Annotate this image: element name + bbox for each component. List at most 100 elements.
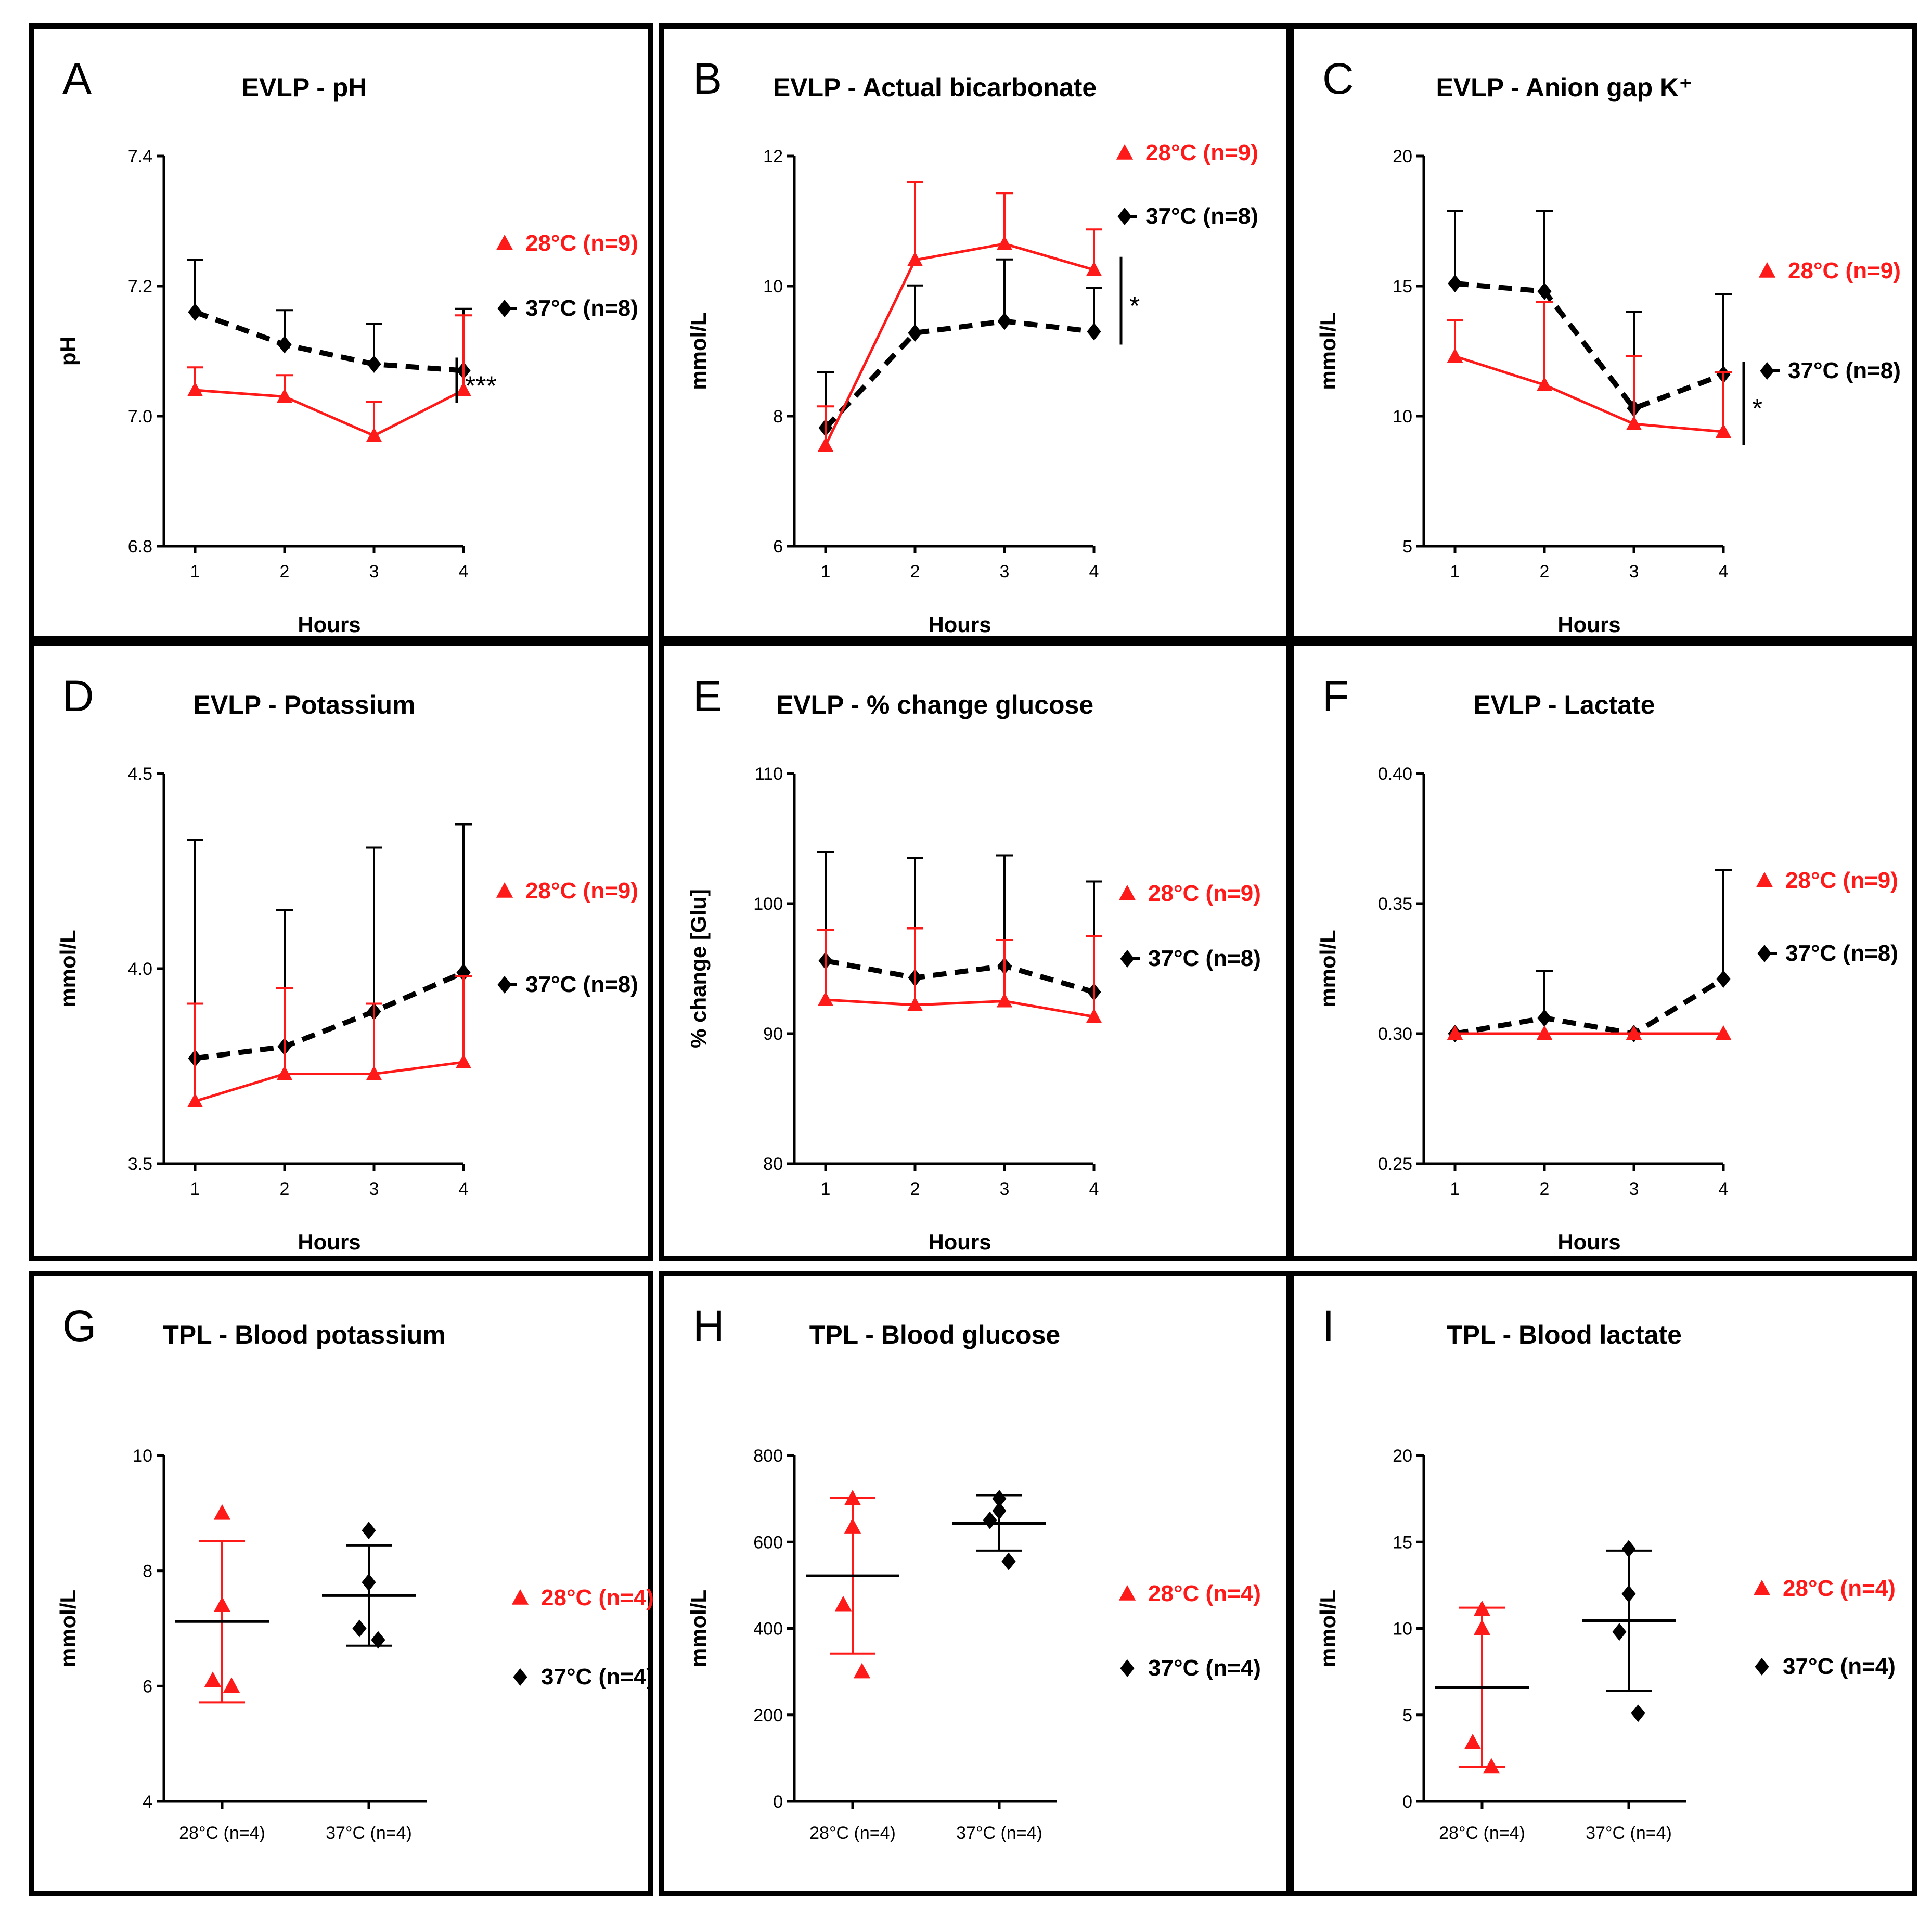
x-tick-label: 3 xyxy=(1629,562,1639,582)
x-tick-label: 4 xyxy=(459,562,469,582)
x-tick-label: 1 xyxy=(1450,562,1460,582)
data-point xyxy=(907,997,923,1011)
panel-letter: G xyxy=(62,1302,96,1350)
y-tick-label: 6.8 xyxy=(128,537,152,557)
x-tick-label: 4 xyxy=(1719,1179,1729,1199)
y-tick-label: 4.0 xyxy=(128,959,152,979)
data-point xyxy=(223,1677,240,1693)
y-tick-label: 7.2 xyxy=(128,277,152,297)
data-point xyxy=(853,1663,871,1679)
legend-marker-37c xyxy=(1117,208,1132,225)
data-point xyxy=(188,303,202,321)
data-point xyxy=(834,1595,852,1612)
legend-marker-28c xyxy=(1116,144,1134,160)
x-tick-label: 1 xyxy=(821,562,831,582)
x-tick-label: 1 xyxy=(190,1179,200,1199)
panel-d: D EVLP - Potassium 3.5 4.0 4.5 mmol/L 1 2 3 4 Hour… xyxy=(29,641,653,1261)
x-axis-label: Hours xyxy=(928,1230,991,1254)
y-axis-label: pH xyxy=(56,337,80,366)
y-tick-label: 8 xyxy=(143,1562,152,1581)
data-point xyxy=(367,355,381,373)
legend: 28°C (n=4) 37°C (n=4) xyxy=(1753,1576,1896,1679)
y-tick-label: 0.30 xyxy=(1378,1024,1412,1044)
legend: 28°C (n=4) 37°C (n=4) xyxy=(1118,1581,1261,1681)
legend-marker-28c xyxy=(1118,885,1136,900)
data-point xyxy=(983,1511,997,1529)
data-point xyxy=(276,1065,293,1080)
data-point xyxy=(276,388,293,403)
legend-marker-28c xyxy=(496,235,513,250)
legend-marker-37c xyxy=(497,976,512,994)
y-tick-label: 600 xyxy=(753,1532,783,1552)
legend-label-28c: 28°C (n=9) xyxy=(1145,140,1258,165)
y-tick-label: 0.35 xyxy=(1378,894,1412,914)
series-line xyxy=(1454,355,1724,433)
legend-label-37c: 37°C (n=8) xyxy=(525,972,638,997)
data-point xyxy=(1473,1600,1491,1616)
y-axis-label: mmol/L xyxy=(56,930,80,1007)
data-point xyxy=(455,1054,472,1068)
x-tick-label: 1 xyxy=(1450,1179,1460,1199)
y-tick-label: 0.25 xyxy=(1378,1154,1412,1174)
legend-marker-37c xyxy=(513,1668,527,1686)
x-tick-label: 37°C (n=4) xyxy=(1586,1823,1672,1843)
panel-title: EVLP - Potassium xyxy=(194,690,416,719)
panel-frame xyxy=(29,641,653,1261)
legend-label-28c: 28°C (n=9) xyxy=(525,230,638,256)
data-point xyxy=(1537,1009,1552,1027)
legend-label-37c: 37°C (n=8) xyxy=(525,295,638,321)
data-point xyxy=(277,336,292,354)
data-point xyxy=(1626,1025,1642,1040)
group-37c: 37°C (n=4) xyxy=(952,1490,1046,1843)
panel-title: EVLP - % change glucose xyxy=(776,690,1093,719)
legend-label-37c: 37°C (n=8) xyxy=(1148,946,1261,971)
data-point xyxy=(1447,348,1463,363)
panel-frame xyxy=(1289,641,1917,1261)
y-tick-label: 80 xyxy=(763,1154,783,1174)
x-tick-label: 4 xyxy=(459,1179,469,1199)
legend: 28°C (n=9) 37°C (n=8) xyxy=(1118,881,1261,971)
data-point xyxy=(366,1065,382,1080)
data-point xyxy=(1715,423,1732,438)
group-28c: 28°C (n=4) xyxy=(175,1504,269,1843)
x-tick-label: 2 xyxy=(280,562,290,582)
significance-stars: * xyxy=(1129,291,1140,321)
legend-label-37c: 37°C (n=8) xyxy=(1785,940,1898,966)
data-point xyxy=(1715,1025,1732,1040)
series-28c xyxy=(817,181,1102,452)
panel-frame xyxy=(1289,1271,1917,1896)
legend-label-37c: 37°C (n=4) xyxy=(1783,1654,1896,1679)
x-tick-label: 1 xyxy=(821,1179,831,1199)
x-tick-label: 2 xyxy=(1540,1179,1550,1199)
data-point xyxy=(1087,323,1101,341)
panel-letter: H xyxy=(693,1302,725,1350)
data-point xyxy=(1086,1008,1102,1023)
y-tick-label: 0 xyxy=(1402,1792,1412,1812)
x-axis-label: Hours xyxy=(1557,1230,1620,1254)
panel-letter: I xyxy=(1322,1302,1334,1350)
y-tick-label: 20 xyxy=(1393,147,1412,166)
panel-f: F EVLP - Lactate 0.25 0.30 0.35 0.40 mmol/L 1 2 3… xyxy=(1289,641,1917,1261)
group-28c: 28°C (n=4) xyxy=(1435,1600,1529,1843)
y-tick-label: 10 xyxy=(1393,407,1412,427)
x-tick-label: 28°C (n=4) xyxy=(179,1823,265,1843)
x-tick-label: 2 xyxy=(910,1179,920,1199)
data-point xyxy=(844,1518,861,1534)
data-point xyxy=(1448,275,1462,292)
x-tick-label: 28°C (n=4) xyxy=(809,1823,896,1843)
panel-c: C EVLP - Anion gap K⁺ 5 10 15 20 mmol/L 1 2 3 4 Hou… xyxy=(1289,23,1917,641)
y-tick-label: 0.40 xyxy=(1378,764,1412,784)
data-point xyxy=(1716,970,1731,988)
data-point xyxy=(992,1490,1007,1508)
data-point xyxy=(1464,1733,1482,1749)
x-tick-label: 2 xyxy=(280,1179,290,1199)
y-tick-label: 110 xyxy=(755,764,783,784)
y-tick-label: 4 xyxy=(143,1792,152,1812)
y-tick-label: 10 xyxy=(763,277,783,297)
data-point xyxy=(1631,1704,1645,1722)
x-tick-label: 28°C (n=4) xyxy=(1439,1823,1525,1843)
legend: 28°C (n=9) 37°C (n=8) xyxy=(1758,258,1901,383)
y-tick-label: 15 xyxy=(1393,277,1412,297)
